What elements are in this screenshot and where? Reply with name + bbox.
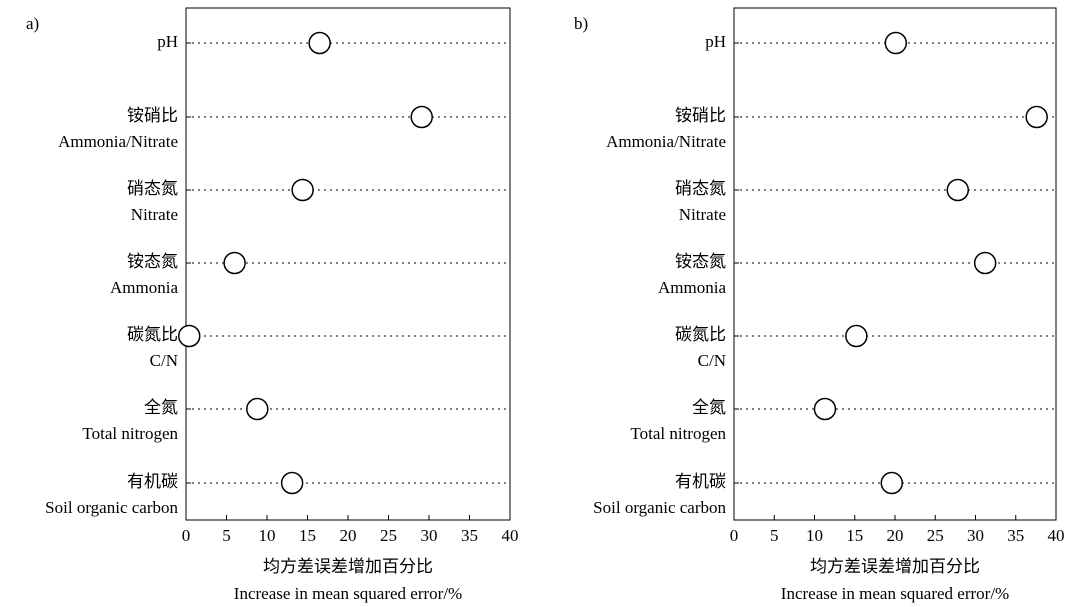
y-tick-label: 铵硝比 [675,106,726,125]
x-tick-label: 30 [421,526,438,545]
x-tick-label: 40 [1048,526,1065,545]
x-axis-label: 均方差误差增加百分比 [263,557,433,576]
x-tick-label: 0 [182,526,191,545]
dot [1025,105,1048,129]
x-tick-label: 10 [806,526,823,545]
x-axis-label: Increase in mean squared error/% [781,584,1009,603]
y-tick-label: C/N [698,351,726,370]
x-tick-label: 20 [887,526,904,545]
x-tick-label: 20 [340,526,357,545]
y-tick-label: Soil organic carbon [45,498,178,517]
y-tick-label: 碳氮比 [675,325,726,344]
dot [973,251,997,275]
dot [308,31,331,55]
plot-frame [185,7,511,521]
plot-frame [733,7,1057,521]
y-tick-label: C/N [150,351,178,370]
x-axis-label: 均方差误差增加百分比 [810,557,980,576]
x-tick-label: 30 [967,526,984,545]
x-tick-label: 10 [259,526,276,545]
y-tick-label: pH [157,32,178,51]
dot [880,471,904,495]
x-tick-label: 0 [730,526,739,545]
x-tick-label: 15 [846,526,863,545]
y-tick-label: pH [705,32,726,51]
y-tick-label: 有机碳 [675,472,726,491]
y-tick-label: 铵态氮 [675,252,726,271]
dot [177,324,201,348]
y-tick-label: Ammonia [110,278,178,297]
y-tick-label: Ammonia/Nitrate [58,132,178,151]
panel-label: a) [26,14,39,33]
dot [946,178,970,202]
dot [845,324,868,348]
x-tick-label: 25 [927,526,944,545]
y-tick-label: Nitrate [131,205,178,224]
panel-label: b) [574,14,588,33]
y-tick-label: 铵态氮 [127,252,178,271]
y-tick-label: Ammonia [658,278,726,297]
dot [291,178,314,202]
x-tick-label: 25 [380,526,397,545]
y-tick-label: 碳氮比 [127,325,178,344]
y-tick-label: 全氮 [144,398,178,417]
y-tick-label: 硝态氮 [675,179,726,198]
x-tick-label: 15 [299,526,316,545]
y-tick-label: 全氮 [692,398,726,417]
x-tick-label: 40 [502,526,519,545]
dot [410,105,433,129]
dot [223,251,246,275]
dot [280,471,304,495]
y-tick-label: Soil organic carbon [593,498,726,517]
x-axis-label: Increase in mean squared error/% [234,584,462,603]
y-tick-label: 铵硝比 [127,106,178,125]
y-tick-label: Nitrate [679,205,726,224]
x-tick-label: 35 [461,526,478,545]
x-tick-label: 5 [770,526,779,545]
dot [884,31,908,55]
y-tick-label: 有机碳 [127,472,178,491]
x-tick-label: 5 [222,526,231,545]
x-tick-label: 35 [1007,526,1024,545]
dot [813,397,837,421]
y-tick-label: Ammonia/Nitrate [606,132,726,151]
y-tick-label: Total nitrogen [630,424,726,443]
y-tick-label: 硝态氮 [127,179,178,198]
dot [246,397,269,421]
y-tick-label: Total nitrogen [82,424,178,443]
